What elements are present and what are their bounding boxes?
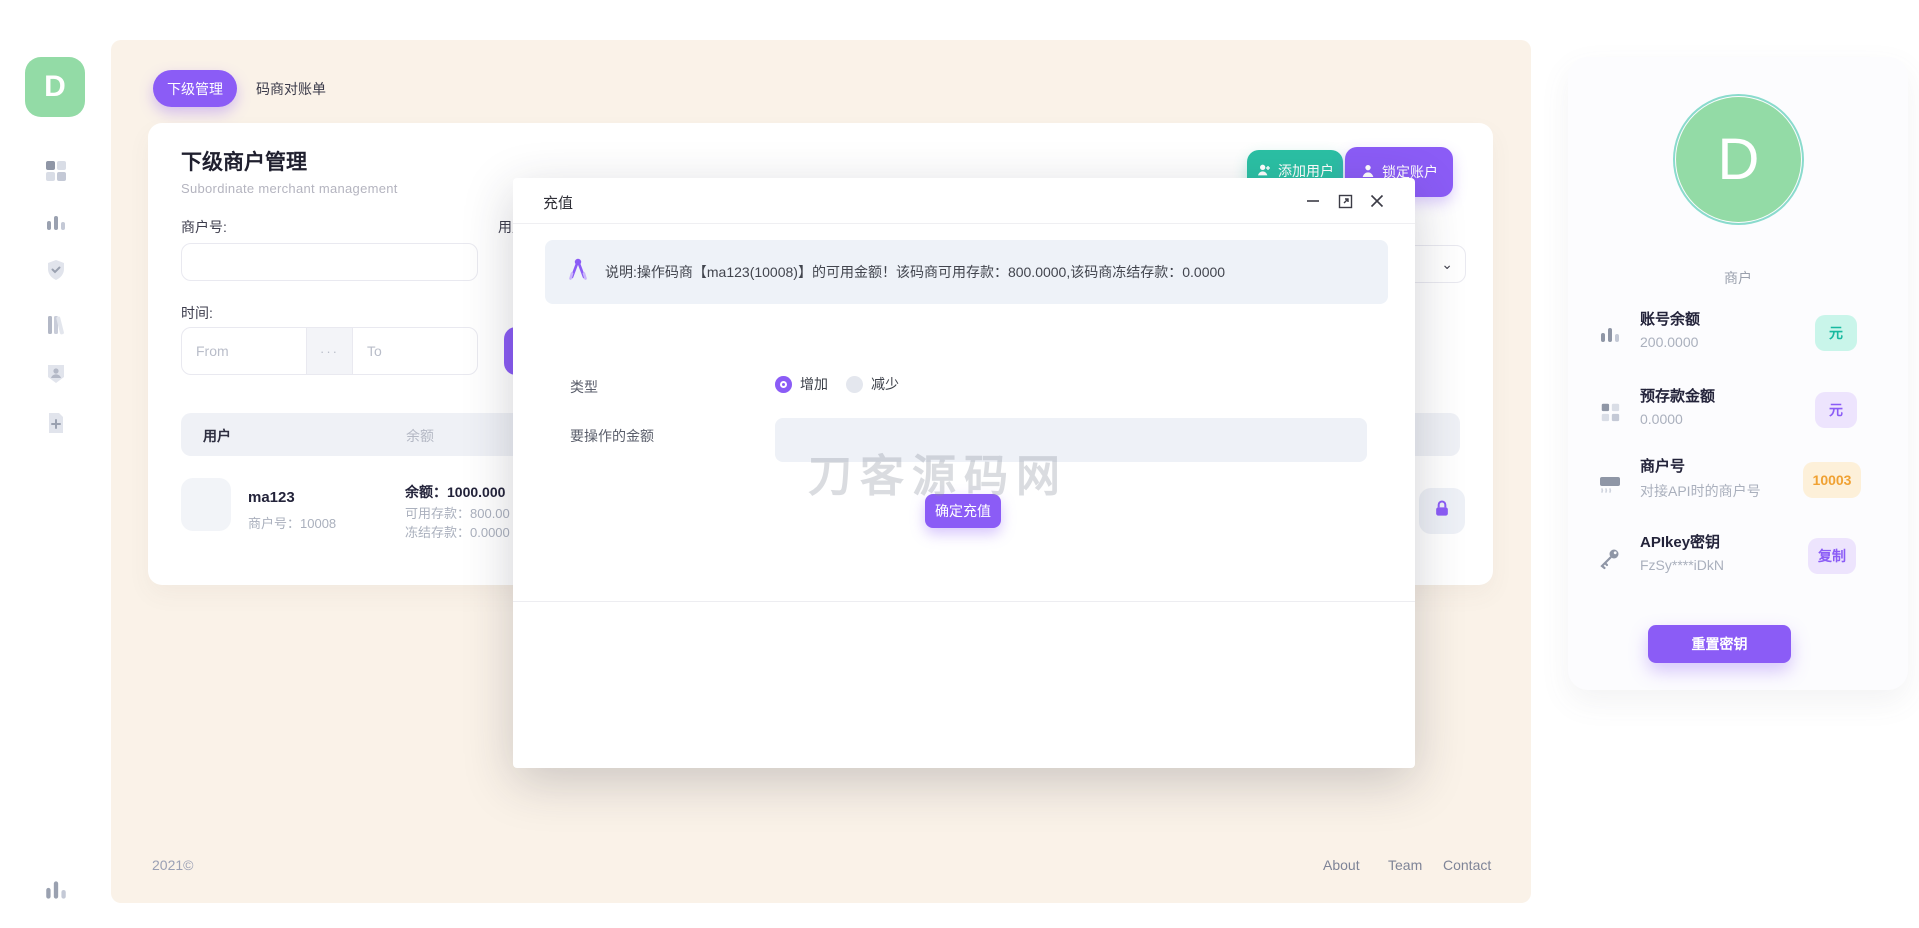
- lock-account-label: 锁定账户: [1382, 164, 1438, 180]
- user-badge-icon: [44, 361, 68, 390]
- tab-subordinate-management[interactable]: 下级管理: [153, 70, 237, 107]
- copy-badge[interactable]: 复制: [1808, 538, 1856, 574]
- merchant-no-input[interactable]: [181, 243, 478, 281]
- role-label: 商户: [1724, 270, 1752, 286]
- shield-check-icon: [44, 258, 68, 287]
- card-icon: [1595, 468, 1625, 498]
- confirm-recharge-button[interactable]: 确定充值: [925, 494, 1001, 528]
- col-header-balance: 余额: [406, 428, 434, 444]
- person-lock-icon: [1360, 163, 1376, 182]
- recharge-modal: 充值 说明:操作码商【ma123(10008)】的可用金额！该码商可用存款：80…: [513, 178, 1415, 768]
- radio-increase[interactable]: [775, 375, 792, 393]
- lock-icon: [1432, 499, 1452, 524]
- key-icon: [1595, 543, 1625, 573]
- sidebar-item-account[interactable]: [40, 359, 72, 391]
- dashboard-grid-icon: [44, 159, 68, 188]
- add-user-label: 添加用户: [1278, 163, 1334, 179]
- modal-title: 充值: [543, 195, 574, 212]
- modal-footer-divider: [513, 601, 1415, 602]
- sidebar-item-dashboard[interactable]: [40, 157, 72, 189]
- avatar: D: [1676, 97, 1801, 222]
- library-icon: [44, 313, 68, 342]
- footer-link-contact[interactable]: Contact: [1443, 857, 1492, 873]
- date-range-separator: ···: [307, 327, 352, 375]
- footer-link-team[interactable]: Team: [1388, 857, 1423, 873]
- modal-info-text: 说明:操作码商【ma123(10008)】的可用金额！该码商可用存款：800.0…: [605, 264, 1226, 280]
- sidebar-item-verify[interactable]: [40, 256, 72, 288]
- sidebar-item-statistics[interactable]: [40, 209, 72, 241]
- item-title: APIkey密钥: [1640, 534, 1721, 551]
- add-user-icon: [1256, 162, 1272, 181]
- merchant-no-label: 商户号:: [181, 219, 227, 235]
- compass-icon: [567, 257, 589, 288]
- file-plus-icon: [44, 411, 68, 440]
- item-title: 账号余额: [1640, 311, 1701, 328]
- item-value: FzSy****iDkN: [1640, 557, 1725, 573]
- amount-input[interactable]: [775, 418, 1367, 462]
- sidebar-item-library[interactable]: [40, 311, 72, 343]
- maximize-button[interactable]: [1335, 191, 1355, 211]
- bar-chart-icon: [43, 877, 69, 908]
- from-date-input[interactable]: [181, 327, 307, 375]
- type-radio-group: 增加 减少: [775, 374, 899, 394]
- type-label: 类型: [570, 379, 598, 395]
- close-icon[interactable]: [1367, 191, 1387, 211]
- grid-icon: [1595, 397, 1625, 427]
- page-subtitle: Subordinate merchant management: [181, 181, 398, 196]
- currency-badge: 元: [1815, 392, 1857, 428]
- item-value: 对接API时的商户号: [1640, 483, 1761, 499]
- currency-badge: 元: [1815, 315, 1857, 351]
- sidebar-bottom-stats[interactable]: [40, 876, 72, 908]
- row-avatar: [181, 478, 231, 531]
- merchant-no-badge: 10003: [1803, 462, 1861, 498]
- reset-key-button[interactable]: 重置密钥: [1648, 625, 1791, 663]
- page-title: 下级商户管理: [181, 151, 307, 174]
- to-date-input[interactable]: [352, 327, 478, 375]
- row-lock-button[interactable]: [1419, 488, 1465, 534]
- item-value: 0.0000: [1640, 411, 1683, 427]
- modal-header: 充值: [513, 178, 1415, 224]
- bar-chart-icon: [1595, 320, 1625, 350]
- sidebar-item-add-record[interactable]: [40, 409, 72, 441]
- row-merchant-no: 商户号：10008: [248, 516, 337, 531]
- row-frozen: 冻结存款：0.0000: [405, 525, 510, 540]
- radio-increase-label[interactable]: 增加: [800, 376, 828, 392]
- minimize-button[interactable]: [1303, 191, 1323, 211]
- avatar-ring: D: [1675, 96, 1802, 223]
- radio-decrease-label[interactable]: 减少: [871, 376, 899, 392]
- row-available: 可用存款：800.00: [405, 506, 510, 521]
- item-title: 商户号: [1640, 458, 1686, 475]
- time-label: 时间:: [181, 305, 213, 321]
- item-title: 预存款金额: [1640, 388, 1716, 405]
- row-balance: 余额：1000.000: [405, 484, 506, 500]
- tab-merchant-statement[interactable]: 码商对账单: [256, 81, 326, 97]
- app-logo[interactable]: D: [25, 57, 85, 117]
- chevron-down-icon: ⌄: [1441, 256, 1453, 272]
- modal-info-box: 说明:操作码商【ma123(10008)】的可用金额！该码商可用存款：800.0…: [545, 240, 1388, 304]
- bar-chart-icon: [44, 211, 68, 240]
- footer-link-about[interactable]: About: [1323, 857, 1360, 873]
- col-header-user: 用户: [203, 428, 231, 444]
- row-username: ma123: [248, 489, 295, 506]
- amount-label: 要操作的金额: [570, 428, 654, 444]
- copyright: 2021©: [152, 857, 194, 873]
- item-value: 200.0000: [1640, 334, 1699, 350]
- radio-decrease[interactable]: [846, 375, 863, 393]
